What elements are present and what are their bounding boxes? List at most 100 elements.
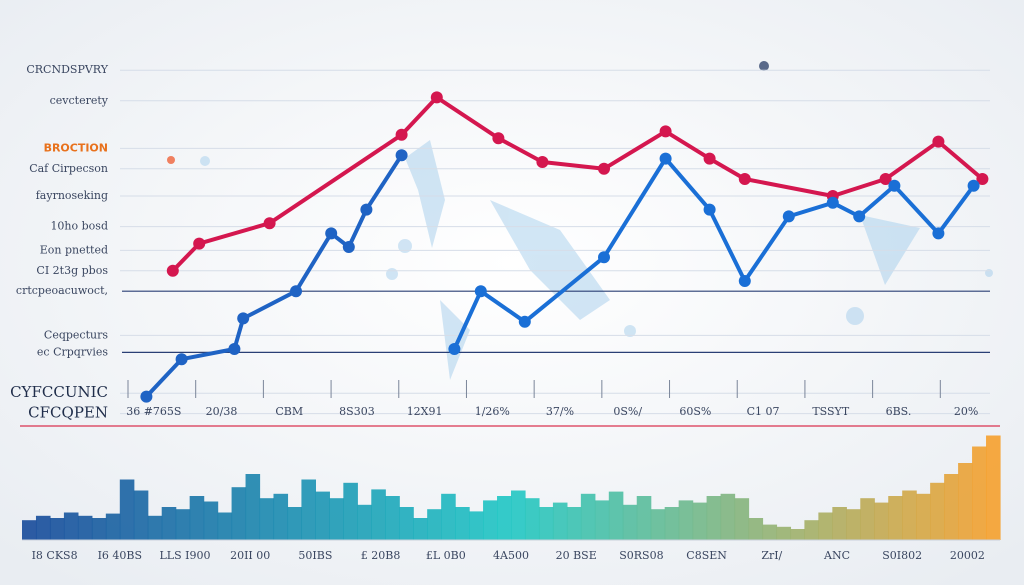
bar (804, 520, 819, 540)
bar (161, 507, 177, 540)
bar (343, 482, 358, 540)
y-tick-label: CYFCCUNIC (10, 383, 108, 401)
point (290, 285, 302, 298)
bar (35, 515, 51, 540)
bar (790, 529, 805, 540)
x-tick-label: 60S% (679, 405, 711, 418)
bar (720, 493, 736, 540)
bar (357, 504, 372, 540)
bar (371, 489, 386, 540)
bar (413, 518, 428, 540)
x-tick-label: 0S%/ (613, 405, 642, 418)
y-tick-label: Ceqpecturs (44, 328, 108, 341)
bar (958, 463, 973, 540)
point (237, 312, 250, 325)
bar (455, 507, 470, 540)
x-tick-label: C8SEN (686, 549, 727, 562)
bar (315, 491, 330, 540)
y-tick-label: CI 2t3g pbos (36, 264, 108, 277)
bar (888, 496, 903, 540)
point (395, 149, 408, 162)
bar (524, 498, 540, 540)
bar (217, 512, 233, 540)
bar (133, 490, 149, 540)
x-tick-label: S0I802 (882, 549, 922, 562)
bar (706, 496, 722, 540)
bar (399, 507, 414, 540)
point (360, 203, 373, 216)
x-tick-label: C1 07 (747, 405, 780, 418)
decoration (759, 61, 769, 71)
point (888, 179, 901, 192)
x-tick-label: 20% (954, 405, 978, 418)
x-tick-label: 20002 (950, 549, 985, 562)
y-tick-label: CRCNDSPVRY (26, 63, 108, 76)
x-tick-label: I8 CKS8 (32, 549, 78, 562)
x-tick-label: S0RS08 (619, 549, 663, 562)
bar (385, 496, 400, 540)
x-tick-label: 1/26% (475, 405, 510, 418)
point (536, 156, 549, 168)
x-tick-label: 20/38 (206, 405, 238, 418)
x-tick-label: I6 40BS (98, 549, 142, 562)
bar (497, 496, 512, 540)
point (826, 196, 839, 209)
bar (930, 482, 945, 540)
bar (552, 502, 568, 540)
x-tick-label: £L 0B0 (426, 549, 466, 562)
point (175, 353, 188, 366)
point (598, 251, 610, 264)
bar (49, 518, 65, 540)
bar (77, 515, 93, 540)
bar (273, 493, 289, 540)
point (703, 152, 716, 165)
bar (147, 515, 163, 540)
point (976, 173, 989, 185)
x-tick-label: 6BS. (886, 405, 912, 418)
x-tick-label: 20 BSE (556, 549, 597, 562)
x-tick-label: LLS I900 (160, 549, 211, 562)
point (518, 315, 531, 328)
point (448, 343, 461, 355)
bar (944, 474, 959, 540)
x-tick-label: 12X91 (407, 405, 443, 418)
y-tick-label: Eon pnetted (40, 243, 108, 256)
x-tick-label: TSSYT (812, 405, 849, 418)
x-tick-label: £ 20B8 (361, 549, 401, 562)
bar (580, 493, 596, 540)
bar (231, 487, 247, 540)
bar (329, 498, 344, 540)
bar (860, 498, 875, 540)
x-tick-label: 50IBS (298, 549, 332, 562)
point (967, 179, 980, 192)
point (395, 128, 408, 141)
point (782, 210, 795, 223)
x-tick-label: 20II 00 (230, 549, 270, 562)
point (492, 132, 505, 145)
bar (566, 507, 582, 540)
bar (119, 479, 135, 540)
bar (441, 493, 456, 540)
bar (916, 493, 931, 540)
bar (692, 502, 708, 540)
point (430, 91, 443, 104)
point (853, 210, 866, 223)
bar (22, 520, 37, 540)
bar (748, 518, 764, 540)
bar (203, 501, 219, 540)
bar (608, 491, 624, 540)
bar (846, 509, 861, 540)
point (738, 275, 751, 287)
point (228, 343, 241, 355)
point (932, 135, 945, 148)
bar (511, 490, 526, 540)
decoration (167, 156, 175, 164)
x-tick-label: 4A500 (493, 549, 529, 562)
bar (63, 512, 79, 540)
point (325, 227, 338, 240)
y-tick-label: cevcterety (50, 94, 109, 107)
point (703, 203, 716, 216)
bar (986, 435, 1001, 540)
